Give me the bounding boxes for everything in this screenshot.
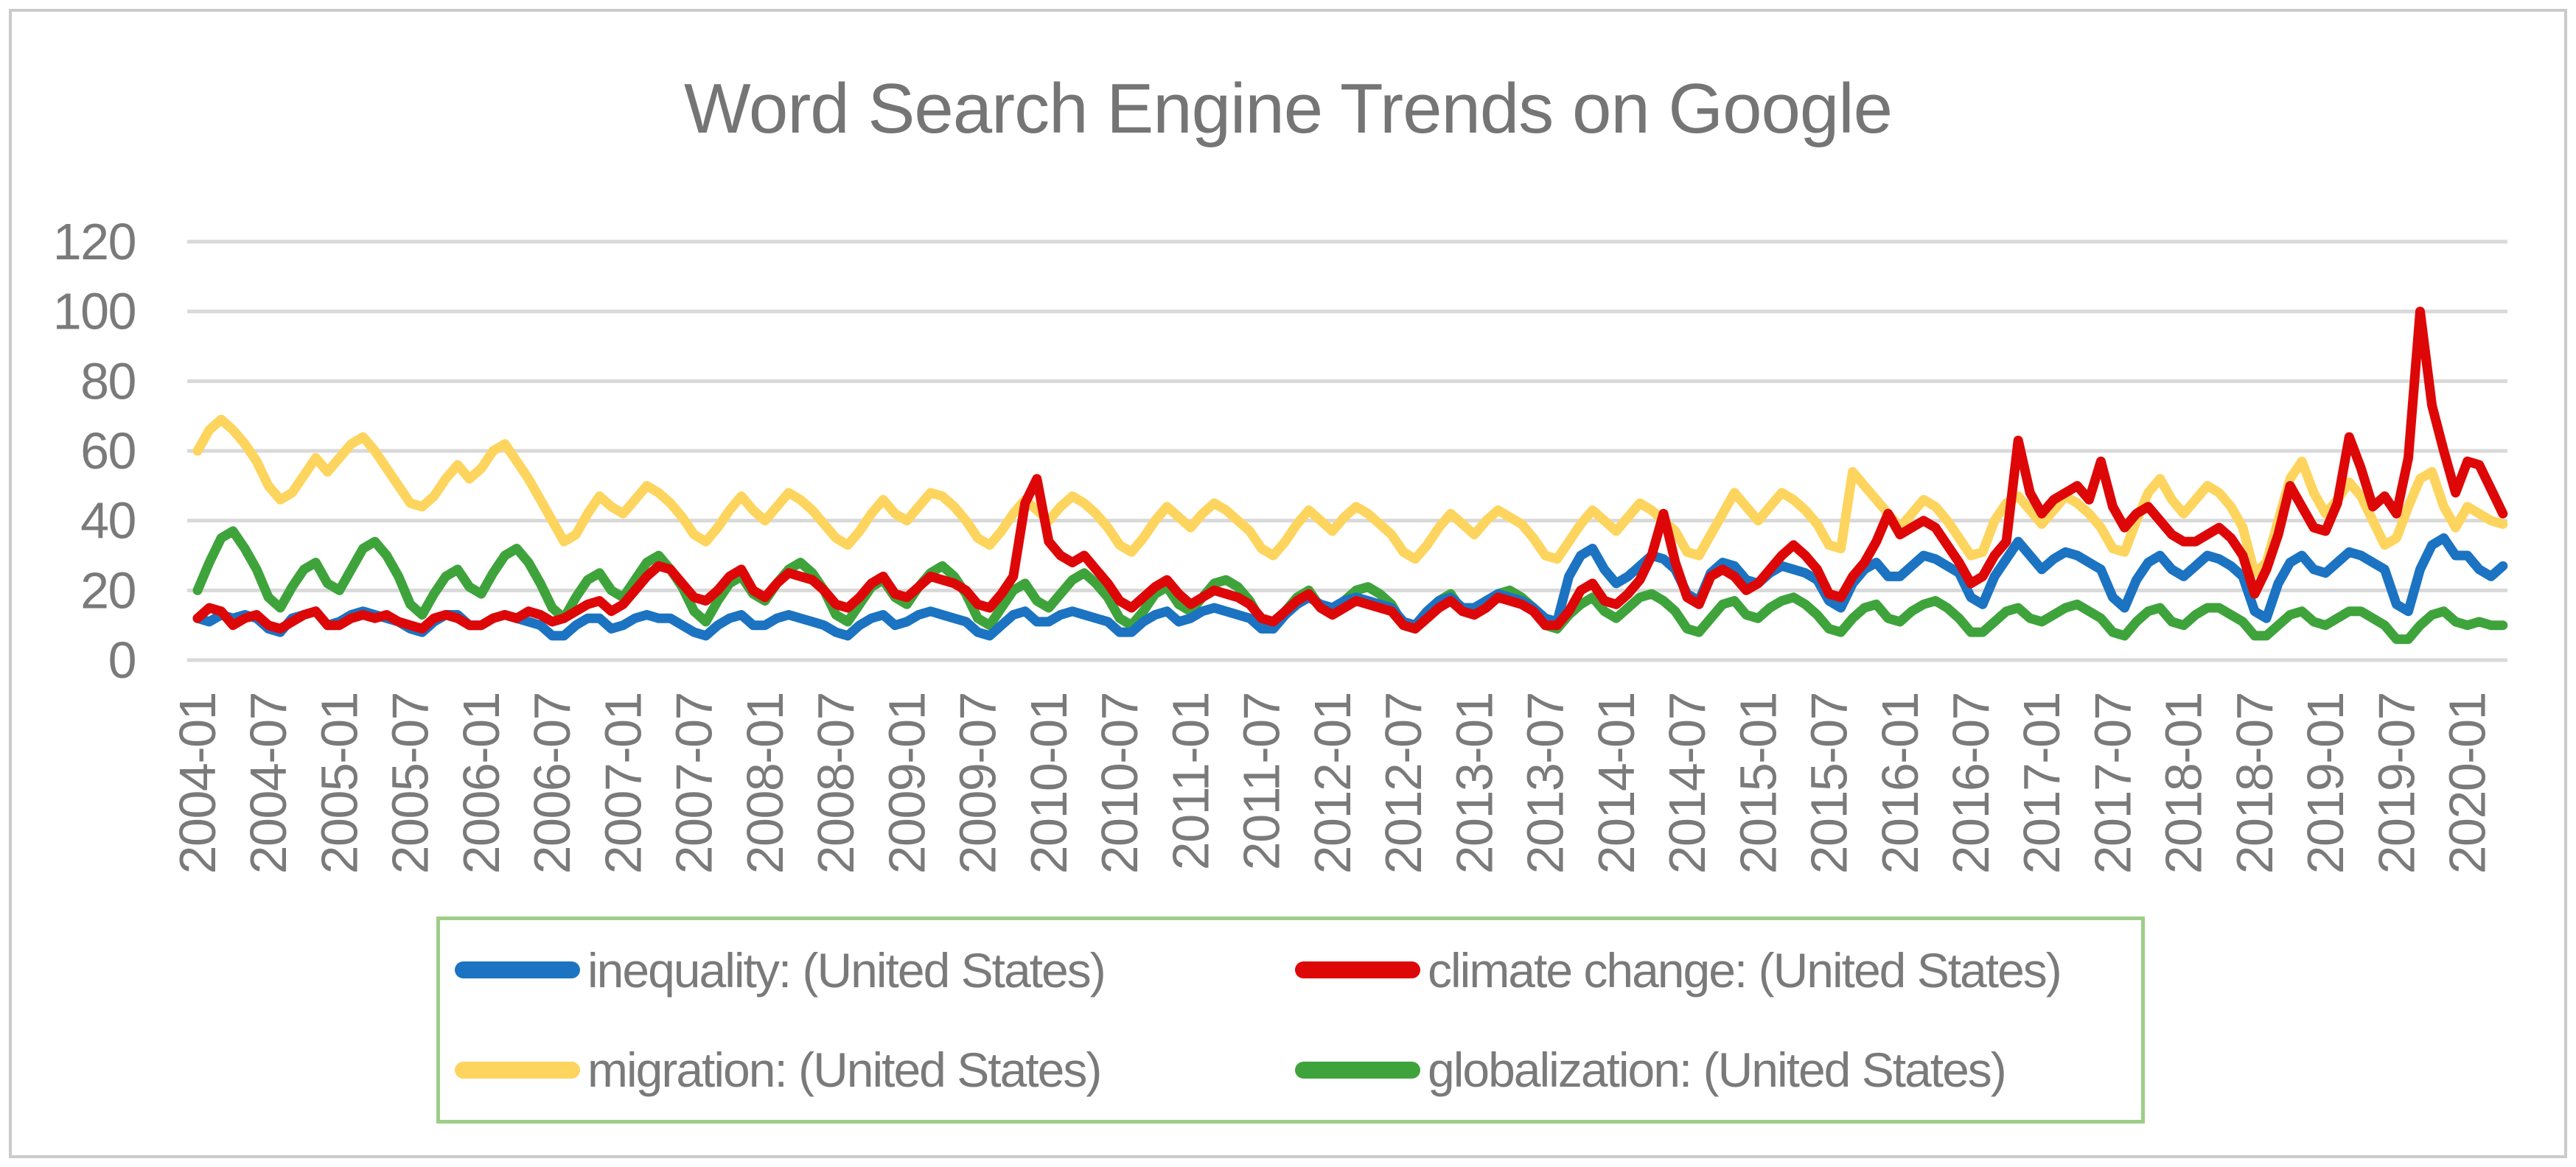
x-tick-label: 2005-07 — [382, 693, 439, 874]
y-tick-label: 120 — [53, 213, 136, 270]
legend-label-globalization: globalization: (United States) — [1428, 1042, 2007, 1098]
x-tick-label: 2014-01 — [1588, 693, 1645, 874]
x-tick-label: 2019-01 — [2297, 693, 2354, 874]
migration-line-swatch — [455, 1061, 580, 1079]
x-tick-label: 2010-01 — [1020, 693, 1078, 874]
y-tick-label: 60 — [80, 422, 136, 480]
legend-item-inequality: inequality: (United States) — [440, 942, 1295, 998]
legend-label-climate-change: climate change: (United States) — [1428, 942, 2062, 998]
x-tick-label: 2012-07 — [1375, 693, 1432, 874]
x-tick-label: 2016-01 — [1871, 693, 1929, 874]
y-tick-label: 0 — [108, 631, 136, 689]
x-tick-label: 2009-07 — [949, 693, 1007, 874]
x-tick-label: 2004-01 — [169, 693, 226, 874]
x-tick-label: 2007-01 — [594, 693, 652, 874]
x-tick-label: 2011-01 — [1162, 693, 1219, 870]
climate-change-line-swatch — [1295, 961, 1420, 979]
x-tick-label: 2006-01 — [453, 693, 510, 874]
legend-row-1: inequality: (United States) climate chan… — [440, 920, 2141, 1020]
x-tick-label: 2018-01 — [2155, 693, 2213, 874]
x-tick-label: 2013-07 — [1517, 693, 1574, 874]
x-tick-label: 2015-01 — [1729, 693, 1787, 874]
legend-item-migration: migration: (United States) — [440, 1042, 1295, 1098]
series-line-climate_change — [192, 306, 2508, 634]
x-tick-label: 2013-01 — [1445, 693, 1503, 874]
x-tick-label: 2015-07 — [1801, 693, 1858, 874]
legend-item-globalization: globalization: (United States) — [1295, 1042, 2007, 1098]
x-tick-label: 2008-01 — [736, 693, 794, 874]
y-tick-label: 40 — [80, 492, 136, 550]
x-tick-label: 2019-07 — [2367, 693, 2425, 874]
x-tick-label: 2012-01 — [1304, 693, 1361, 874]
x-tick-label: 2018-07 — [2226, 693, 2283, 874]
legend: inequality: (United States) climate chan… — [436, 917, 2145, 1124]
x-tick-label: 2011-07 — [1233, 693, 1291, 870]
x-tick-label: 2016-07 — [1942, 693, 2000, 874]
y-tick-label: 80 — [80, 352, 136, 410]
chart-title: Word Search Engine Trends on Google — [684, 69, 1893, 148]
x-tick-label: 2020-01 — [2439, 693, 2496, 874]
x-tick-label: 2008-07 — [807, 693, 865, 874]
y-tick-label: 100 — [53, 283, 136, 340]
legend-item-climate-change: climate change: (United States) — [1295, 942, 2062, 998]
x-tick-label: 2007-07 — [666, 693, 723, 874]
x-tick-label: 2010-07 — [1091, 693, 1148, 874]
x-tick-label: 2014-07 — [1658, 693, 1716, 874]
inequality-line-swatch — [455, 961, 580, 979]
x-tick-label: 2005-01 — [310, 693, 368, 874]
x-tick-label: 2009-01 — [878, 693, 935, 874]
legend-label-migration: migration: (United States) — [587, 1042, 1102, 1098]
globalization-line-swatch — [1295, 1061, 1420, 1079]
legend-row-2: migration: (United States) globalization… — [440, 1020, 2141, 1121]
x-tick-label: 2017-01 — [2013, 693, 2070, 874]
legend-label-inequality: inequality: (United States) — [587, 942, 1106, 998]
series-line-migration — [192, 414, 2508, 578]
x-tick-label: 2006-07 — [523, 693, 581, 874]
x-tick-label: 2017-07 — [2084, 693, 2141, 874]
y-tick-label: 20 — [80, 561, 136, 619]
x-tick-label: 2004-07 — [240, 693, 297, 874]
